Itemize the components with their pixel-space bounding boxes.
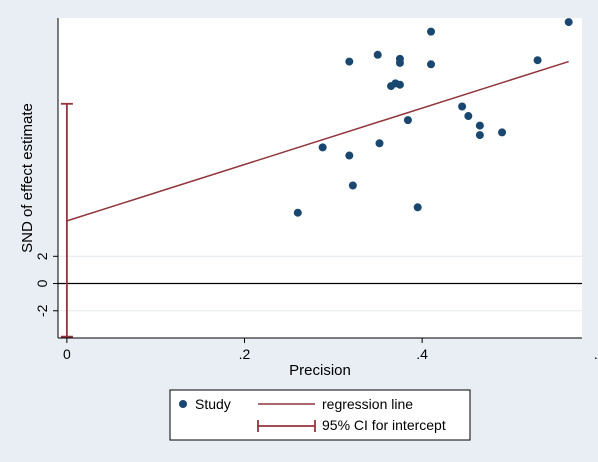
- gridlines: [58, 255, 582, 312]
- y-axis-ticks: -2 0 2: [34, 252, 58, 317]
- study-point: [427, 27, 436, 36]
- legend-box: [169, 389, 471, 441]
- legend-ci-marker: [257, 420, 316, 432]
- legend-study-marker: [179, 400, 187, 408]
- study-point: [318, 143, 327, 152]
- y-tick-label: -2: [34, 304, 50, 317]
- y-tick-label: 2: [34, 252, 50, 260]
- legend-ci-label: 95% CI for intercept: [322, 417, 446, 433]
- study-point: [475, 121, 484, 130]
- x-tick-label: .2: [239, 346, 251, 362]
- study-point: [395, 58, 404, 67]
- study-point: [373, 50, 382, 59]
- x-tick-label: 0: [63, 346, 71, 362]
- x-tick-label: .6: [594, 346, 598, 362]
- y-axis-title: SND of effect estimate: [19, 103, 36, 253]
- study-point: [464, 112, 473, 121]
- study-point: [345, 57, 354, 66]
- scatter-points: [293, 18, 573, 217]
- study-point: [564, 18, 573, 27]
- regression-line: [66, 60, 569, 222]
- study-point: [498, 128, 507, 137]
- study-point: [395, 80, 404, 89]
- legend-study-label: Study: [195, 396, 231, 412]
- study-point: [345, 151, 354, 160]
- study-point: [427, 60, 436, 69]
- study-point: [413, 203, 422, 212]
- study-point: [533, 56, 542, 65]
- legend: Study regression line 95% CI for interce…: [169, 389, 471, 441]
- x-tick-label: .4: [416, 346, 428, 362]
- y-tick-label: 0: [34, 279, 50, 287]
- x-axis-title: Precision: [289, 362, 351, 379]
- study-point: [293, 208, 302, 217]
- study-point: [375, 139, 384, 148]
- study-point: [475, 131, 484, 140]
- study-point: [403, 116, 412, 125]
- x-axis-ticks: 0 .2 .4 .6: [63, 338, 598, 362]
- plot-area: [58, 18, 582, 338]
- legend-regression-label: regression line: [322, 396, 413, 412]
- study-point: [348, 181, 357, 190]
- study-point: [458, 102, 467, 111]
